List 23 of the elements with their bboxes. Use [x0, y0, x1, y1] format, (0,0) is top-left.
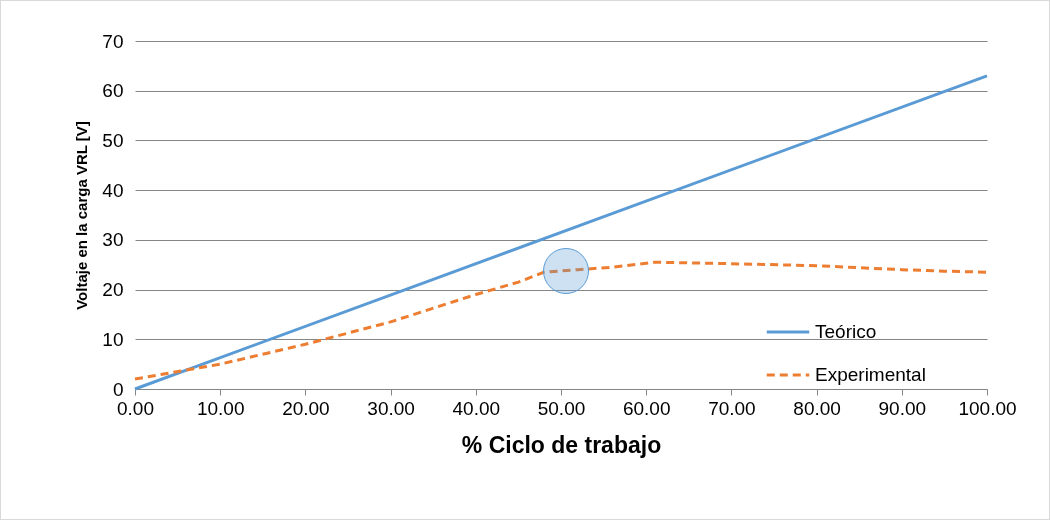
y-axis-title: Voltaje en la carga VRL [V]: [73, 121, 91, 310]
legend-label: Teórico: [815, 321, 877, 342]
y-tick-label: 0: [112, 378, 124, 400]
y-tick-label: 30: [102, 229, 124, 251]
x-tick-label: 30.00: [367, 397, 415, 419]
y-tick-label: 20: [102, 279, 124, 301]
legend-label: Experimental: [815, 364, 926, 385]
x-tick-label: 20.00: [282, 397, 330, 419]
x-tick-label: 60.00: [622, 397, 671, 419]
x-tick-label: 90.00: [878, 397, 927, 419]
x-tick-label: 40.00: [452, 397, 501, 419]
y-tick-label: 10: [102, 328, 124, 350]
y-tick-label: 50: [102, 129, 124, 151]
x-tick-label: 10.00: [196, 397, 245, 419]
y-tick-label: 40: [102, 179, 124, 201]
x-tick-label: 80.00: [793, 397, 841, 419]
x-tick-label: 50.00: [537, 397, 586, 419]
x-axis-title: % Ciclo de trabajo: [461, 431, 662, 458]
y-tick-label: 70: [102, 30, 124, 52]
x-tick-label: 100.00: [958, 397, 1017, 419]
x-tick-label: 70.00: [708, 397, 756, 419]
x-tick-label: 0.00: [117, 397, 154, 419]
y-tick-label: 60: [102, 80, 124, 102]
